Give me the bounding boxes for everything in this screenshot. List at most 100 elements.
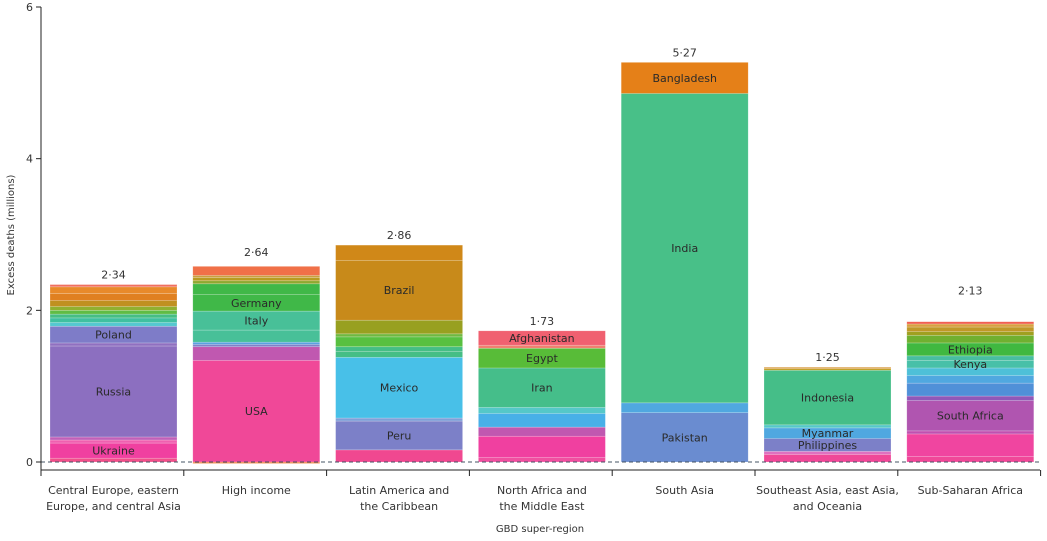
segment-label: Egypt bbox=[526, 352, 558, 365]
segment-label: Poland bbox=[95, 329, 132, 342]
bar-segment bbox=[763, 454, 892, 463]
bar-segment bbox=[49, 284, 178, 288]
x-category-label-line: the Middle East bbox=[499, 500, 585, 513]
bar-group: Iran Egypt Afghanistan 1·73 bbox=[478, 315, 606, 463]
bar-segment bbox=[49, 436, 178, 441]
segment-label: USA bbox=[245, 405, 268, 418]
y-tick-label: 4 bbox=[26, 153, 33, 166]
bar-total-label: 2·34 bbox=[101, 269, 126, 282]
bar-segment bbox=[620, 93, 749, 404]
bar-segment bbox=[335, 336, 463, 348]
bar-segment bbox=[906, 400, 1035, 432]
bar-segment bbox=[49, 306, 178, 311]
segment-label: Kenya bbox=[953, 358, 987, 371]
bar-segment bbox=[192, 329, 321, 343]
x-category-label: Central Europe, eastern Europe, and centr… bbox=[46, 484, 181, 513]
bar-segment bbox=[478, 344, 606, 349]
x-category-label-line: Latin America and bbox=[349, 484, 449, 497]
bar-segment bbox=[763, 369, 892, 426]
segment-label: Russia bbox=[96, 385, 131, 398]
y-axis-title: Excess deaths (millions) bbox=[6, 174, 17, 295]
bar-total-label: 2·64 bbox=[244, 246, 269, 259]
bar-total-label: 1·25 bbox=[815, 351, 840, 364]
bar-segment bbox=[478, 330, 606, 346]
bar-segment bbox=[192, 346, 321, 361]
bar-segment bbox=[335, 417, 463, 422]
x-category-label-line: Southeast Asia, east Asia, bbox=[756, 484, 899, 497]
bar-segment bbox=[49, 439, 178, 444]
bar-segment bbox=[335, 350, 463, 358]
y-tick-label: 6 bbox=[26, 1, 33, 14]
segment-label: Peru bbox=[387, 429, 412, 442]
bar-segment bbox=[478, 413, 606, 428]
bar-segment bbox=[620, 412, 749, 463]
bar-segment bbox=[192, 341, 321, 345]
bar-segment bbox=[906, 433, 1035, 457]
x-category-label: High income bbox=[222, 484, 291, 497]
bar-segment bbox=[192, 277, 321, 282]
bar-segment bbox=[906, 331, 1035, 336]
segment-label: Ethiopia bbox=[948, 343, 993, 356]
bar-segment bbox=[49, 293, 178, 301]
bar-segment bbox=[49, 313, 178, 319]
x-axis-title: GBD super-region bbox=[496, 524, 584, 535]
bar-total-label: 1·73 bbox=[530, 315, 555, 328]
bar-segment bbox=[335, 449, 463, 463]
x-category-label: Latin America and the Caribbean bbox=[349, 484, 449, 513]
bar-segment bbox=[192, 283, 321, 295]
bar-segment bbox=[478, 435, 606, 458]
bar-segment bbox=[335, 346, 463, 352]
bar-segment bbox=[906, 335, 1035, 344]
bar-segment bbox=[49, 457, 178, 463]
x-category-label-line: North Africa and bbox=[497, 484, 587, 497]
bar-segment bbox=[49, 300, 178, 307]
x-category-label: Sub-Saharan Africa bbox=[918, 484, 1023, 497]
segment-label: Indonesia bbox=[801, 392, 854, 405]
bar-segment bbox=[906, 375, 1035, 384]
bar-segment bbox=[192, 280, 321, 285]
bar-group: Ukraine Russia Poland 2·34 bbox=[49, 269, 178, 463]
bar-segment bbox=[906, 326, 1035, 332]
segment-label: Afghanistan bbox=[509, 332, 575, 345]
x-category-label: North Africa and the Middle East bbox=[497, 484, 587, 513]
bar-segment bbox=[49, 317, 178, 323]
bar-segment bbox=[478, 457, 606, 463]
x-category-label-line: and Oceania bbox=[793, 500, 862, 513]
segment-label: Italy bbox=[244, 315, 268, 328]
bar-segment bbox=[906, 323, 1035, 328]
segment-label: Bangladesh bbox=[652, 72, 717, 85]
y-tick-label: 2 bbox=[26, 304, 33, 317]
segment-label: Brazil bbox=[384, 284, 415, 297]
bar-segment bbox=[192, 275, 321, 279]
bar-segment bbox=[620, 62, 749, 94]
bar-segment bbox=[906, 430, 1035, 435]
bar-segment bbox=[49, 345, 178, 438]
bar-segment bbox=[906, 321, 1035, 325]
segment-label: Myanmar bbox=[802, 427, 854, 440]
bar-segment bbox=[763, 366, 892, 370]
bar-segment bbox=[478, 367, 606, 408]
bar-segment bbox=[192, 344, 321, 348]
bar-segment bbox=[335, 244, 463, 261]
bar-segment bbox=[335, 319, 463, 335]
segment-label: Pakistan bbox=[662, 431, 708, 444]
bar-segment bbox=[335, 333, 463, 338]
x-category-label-line: the Caribbean bbox=[360, 500, 438, 513]
bar-segment bbox=[906, 382, 1035, 397]
bar-group: Pakistan India Bangladesh 5·27 bbox=[620, 46, 749, 463]
x-category-label: South Asia bbox=[655, 484, 714, 497]
bar-total-label: 5·27 bbox=[672, 46, 697, 59]
bar-segment bbox=[478, 407, 606, 414]
segment-label: Ukraine bbox=[92, 445, 135, 458]
x-category-label-line: Central Europe, eastern bbox=[48, 484, 179, 497]
segment-label: Iran bbox=[531, 382, 553, 395]
x-category-label-line: High income bbox=[222, 484, 291, 497]
bar-segment bbox=[49, 342, 178, 347]
bar-segment bbox=[906, 395, 1035, 401]
bar-segment bbox=[192, 310, 321, 331]
segment-label: Germany bbox=[231, 297, 282, 310]
bar-total-label: 2·13 bbox=[958, 284, 983, 297]
segment-label: South Africa bbox=[937, 410, 1004, 423]
